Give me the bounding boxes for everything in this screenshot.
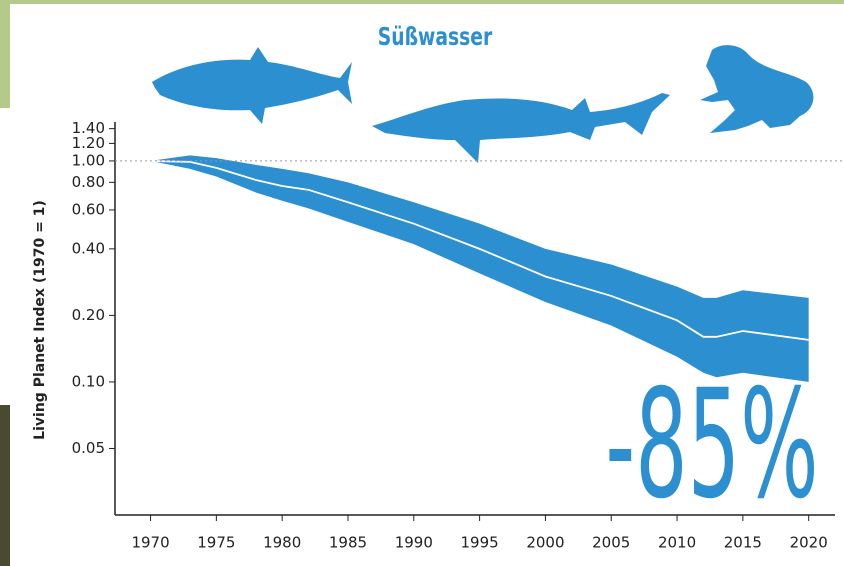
photo-edge (0, 405, 10, 566)
y-tick-label: 0.80 (72, 173, 105, 191)
x-tick-label: 2020 (790, 534, 828, 552)
x-tick-label: 1975 (197, 534, 235, 552)
x-tick-label: 1990 (395, 534, 433, 552)
silhouettes (152, 45, 814, 163)
x-tick-label: 2005 (592, 534, 630, 552)
photo-edge (0, 0, 844, 4)
confidence-band (150, 155, 809, 382)
y-tick-label: 1.00 (72, 151, 105, 169)
index-line (150, 160, 809, 341)
x-tick-label: 1980 (263, 534, 301, 552)
y-tick-label: 0.10 (72, 372, 105, 390)
x-tick-label: 2015 (724, 534, 762, 552)
y-tick-label: 0.60 (72, 200, 105, 218)
photo-edge (0, 0, 10, 108)
y-tick-label: 0.40 (72, 239, 105, 257)
x-tick-label: 2000 (526, 534, 564, 552)
x-tick-label: 1970 (131, 534, 169, 552)
x-tick-label: 1985 (329, 534, 367, 552)
x-tick-label: 2010 (658, 534, 696, 552)
chart-title: Süßwasser (378, 22, 493, 51)
x-tick-label: 1995 (461, 534, 499, 552)
annotation: -85% (605, 357, 818, 532)
sturgeon-icon (372, 93, 670, 163)
frog-icon (700, 45, 814, 133)
fish-icon (152, 47, 352, 124)
y-tick-label: 0.20 (72, 306, 105, 324)
y-tick-label: 0.05 (72, 439, 105, 457)
y-axis-label: Living Planet Index (1970 = 1) (32, 200, 48, 440)
y-tick-label: 1.20 (72, 134, 105, 152)
y-tick-label: 1.40 (72, 119, 105, 137)
